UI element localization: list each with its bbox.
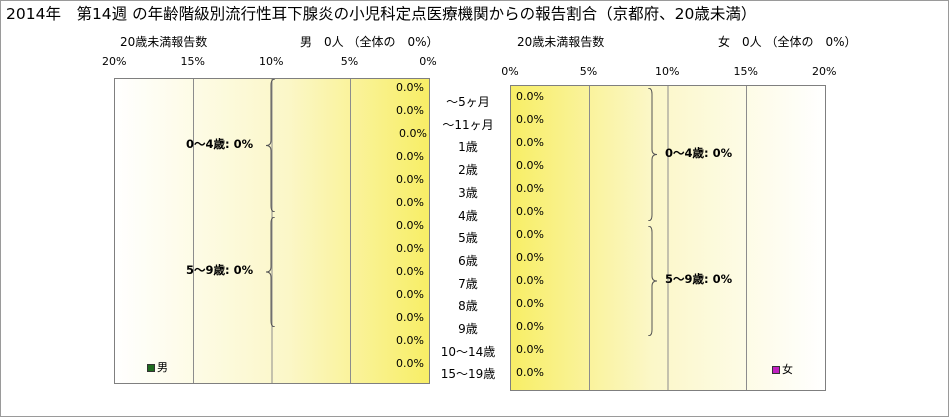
female-value-label: 0.0% bbox=[516, 90, 544, 103]
male-value-label: 0.0% bbox=[396, 265, 424, 278]
category-label: 8歳 bbox=[458, 299, 478, 314]
male-value-label: 0.0% bbox=[396, 242, 424, 255]
category-label: ～5ヶ月 bbox=[446, 95, 490, 109]
male-value-label: 0.0% bbox=[396, 288, 424, 301]
female-value-label: 0.0% bbox=[516, 366, 544, 379]
male-value-label: 0.0% bbox=[399, 127, 427, 140]
male-value-label: 0.0% bbox=[396, 311, 424, 324]
female-value-label: 0.0% bbox=[516, 343, 544, 356]
female-value-label: 0.0% bbox=[516, 159, 544, 172]
male-legend-swatch bbox=[147, 364, 155, 372]
female-subtitle-right: 女 0人 （全体の 0%） bbox=[718, 35, 857, 49]
female-value-label: 0.0% bbox=[516, 320, 544, 333]
category-label: 10～14歳 bbox=[440, 344, 496, 359]
female-value-label: 0.0% bbox=[516, 182, 544, 195]
female-legend: 女 bbox=[772, 364, 793, 375]
female-value-label: 0.0% bbox=[516, 136, 544, 149]
male-value-label: 0.0% bbox=[396, 334, 424, 347]
male-group-brace bbox=[265, 79, 276, 212]
category-label: 15～19歳 bbox=[440, 367, 496, 382]
female-plot-svg bbox=[589, 86, 747, 390]
female-x-tick: 10% bbox=[655, 65, 680, 78]
male-group-label: 0～4歳: 0% bbox=[186, 136, 254, 151]
female-legend-label: 女 bbox=[782, 363, 793, 376]
category-label: 7歳 bbox=[458, 276, 478, 291]
male-value-label: 0.0% bbox=[396, 150, 424, 163]
male-plot-area bbox=[114, 78, 430, 384]
female-value-label: 0.0% bbox=[516, 297, 544, 310]
category-label: 9歳 bbox=[458, 322, 478, 336]
male-plot-svg bbox=[193, 79, 351, 383]
female-value-label: 0.0% bbox=[516, 228, 544, 241]
female-value-label: 0.0% bbox=[516, 251, 544, 264]
male-group-brace bbox=[265, 217, 276, 327]
chart-title: 2014年 第14週 の年齢階級別流行性耳下腺炎の小児科定点医療機関からの報告割… bbox=[6, 5, 757, 23]
male-group-label: 5～9歳: 0% bbox=[186, 263, 254, 277]
female-plot-area bbox=[510, 85, 826, 391]
female-legend-swatch bbox=[772, 366, 780, 374]
male-subtitle-right: 男 0人 （全体の 0%） bbox=[300, 35, 439, 49]
male-value-label: 0.0% bbox=[396, 173, 424, 186]
female-x-tick: 20% bbox=[812, 65, 837, 78]
female-value-label: 0.0% bbox=[516, 113, 544, 126]
female-x-tick: 15% bbox=[733, 65, 758, 78]
male-value-label: 0.0% bbox=[396, 219, 424, 232]
female-x-tick: 5% bbox=[579, 65, 598, 78]
female-subtitle-left: 20歳未満報告数 bbox=[517, 35, 605, 49]
male-value-label: 0.0% bbox=[396, 196, 424, 209]
male-value-label: 0.0% bbox=[396, 81, 424, 94]
female-group-brace bbox=[647, 226, 658, 336]
male-x-tick: 5% bbox=[340, 55, 359, 68]
male-x-tick: 20% bbox=[102, 55, 127, 68]
male-value-label: 0.0% bbox=[396, 357, 424, 370]
male-x-tick: 15% bbox=[180, 55, 205, 68]
category-label: 5歳 bbox=[458, 231, 478, 246]
female-value-label: 0.0% bbox=[516, 274, 544, 287]
category-label: 1歳 bbox=[458, 140, 478, 155]
category-label: 4歳 bbox=[458, 208, 478, 223]
female-value-label: 0.0% bbox=[516, 205, 544, 218]
female-group-brace bbox=[647, 88, 658, 221]
male-subtitle-left: 20歳未満報告数 bbox=[120, 35, 208, 49]
category-label: ～11ヶ月 bbox=[442, 117, 494, 132]
female-group-label: 5～9歳: 0% bbox=[665, 272, 733, 286]
male-x-tick: 0% bbox=[419, 55, 437, 68]
male-x-tick: 10% bbox=[259, 55, 284, 68]
male-legend: 男 bbox=[147, 362, 168, 373]
category-label: 6歳 bbox=[458, 253, 478, 268]
male-value-label: 0.0% bbox=[396, 104, 424, 117]
female-group-label: 0～4歳: 0% bbox=[665, 145, 733, 160]
female-x-tick: 0% bbox=[501, 65, 519, 78]
category-label: 3歳 bbox=[458, 185, 478, 200]
male-legend-label: 男 bbox=[157, 361, 168, 374]
category-label: 2歳 bbox=[458, 163, 478, 178]
